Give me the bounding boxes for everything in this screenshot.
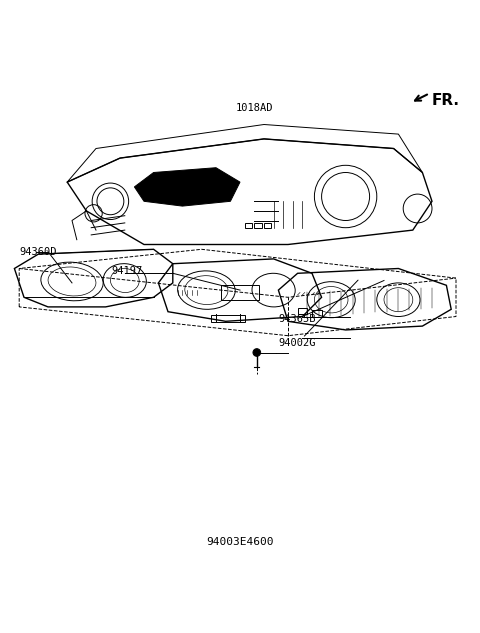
Bar — [298, 308, 307, 314]
Bar — [254, 223, 262, 228]
Text: 94360D: 94360D — [20, 247, 57, 257]
Circle shape — [253, 349, 261, 356]
Bar — [312, 310, 322, 316]
Text: 1018AD: 1018AD — [236, 103, 273, 113]
Text: 94197: 94197 — [111, 266, 143, 276]
Bar — [221, 285, 259, 299]
Text: FR.: FR. — [432, 93, 460, 108]
Text: 94365B: 94365B — [279, 314, 316, 324]
Bar — [264, 223, 271, 228]
Bar — [211, 315, 245, 322]
Text: 94003E4600: 94003E4600 — [206, 537, 274, 547]
Polygon shape — [134, 168, 240, 206]
Text: 94002G: 94002G — [279, 338, 316, 348]
Bar — [245, 223, 252, 228]
